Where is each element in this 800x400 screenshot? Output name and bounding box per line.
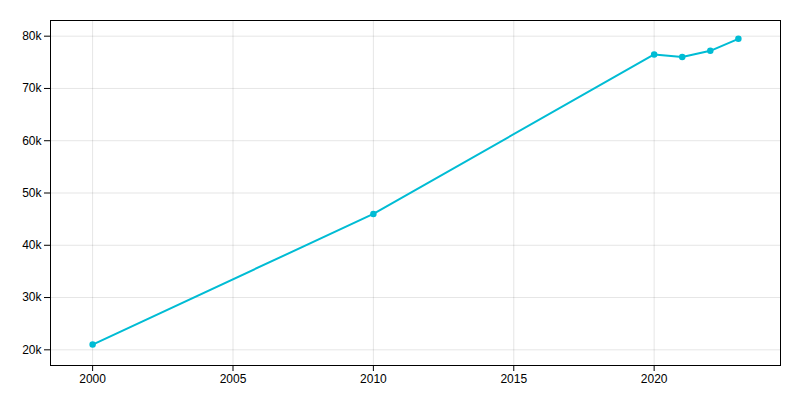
svg-text:20k: 20k bbox=[22, 343, 42, 357]
svg-text:40k: 40k bbox=[22, 238, 42, 252]
svg-text:2020: 2020 bbox=[641, 372, 668, 386]
svg-text:30k: 30k bbox=[22, 290, 42, 304]
svg-text:80k: 80k bbox=[22, 29, 42, 43]
svg-text:2005: 2005 bbox=[220, 372, 247, 386]
svg-text:2010: 2010 bbox=[360, 372, 387, 386]
svg-text:50k: 50k bbox=[22, 186, 42, 200]
svg-text:2015: 2015 bbox=[500, 372, 527, 386]
svg-text:60k: 60k bbox=[22, 134, 42, 148]
svg-text:2000: 2000 bbox=[79, 372, 106, 386]
svg-text:70k: 70k bbox=[22, 81, 42, 95]
